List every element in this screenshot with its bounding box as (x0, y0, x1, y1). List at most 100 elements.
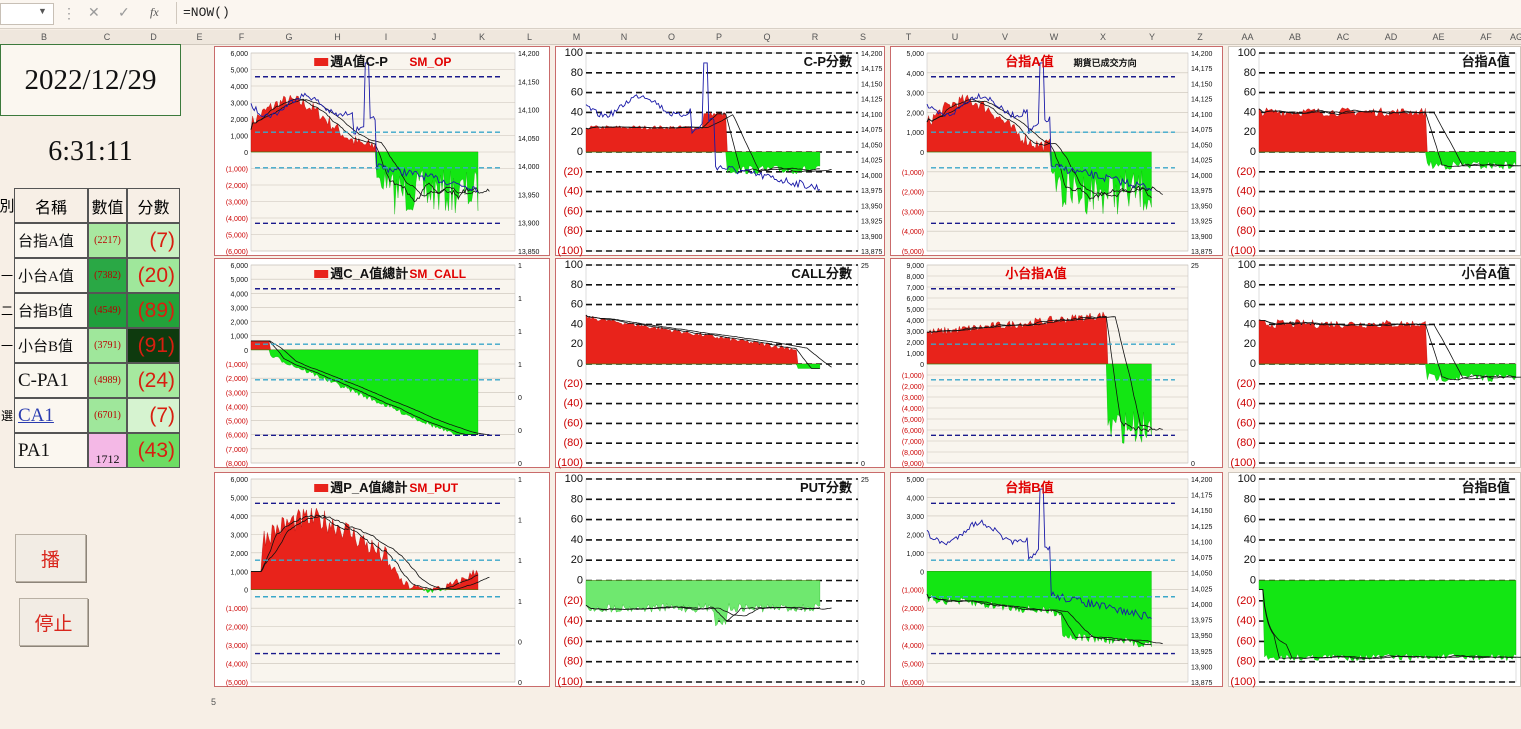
row-side-label[interactable] (0, 363, 14, 398)
close-icon[interactable]: ✕ (88, 4, 100, 20)
row-value[interactable]: (3791) (88, 328, 127, 363)
name-box-dropdown-icon[interactable]: ▼ (38, 6, 47, 16)
y-tick-label: (2,000) (226, 625, 248, 632)
row-name[interactable]: 台指B值 (14, 293, 88, 328)
row-side-label[interactable] (0, 223, 14, 258)
header-side[interactable]: 別 (0, 199, 15, 215)
column-header[interactable]: E (181, 30, 219, 45)
column-header[interactable]: U (930, 30, 981, 45)
row-name[interactable]: 台指A值 (14, 223, 88, 258)
row-score[interactable]: (7) (127, 223, 180, 258)
column-header[interactable]: F (218, 30, 266, 45)
chart-panel[interactable]: 6,000 5,000 4,000 3,000 2,000 1,000 0 (1,000) (2… (214, 46, 550, 256)
row-name[interactable]: CA1 (14, 398, 88, 433)
row-side-label[interactable] (0, 433, 14, 468)
column-header[interactable]: T (887, 30, 931, 45)
row-score[interactable]: (20) (127, 258, 180, 293)
chart-panel[interactable]: 100 80 60 40 20 0 (20) (40) (60) (80) (100) 小台A值 (1228, 258, 1521, 469)
column-header[interactable]: AD (1367, 30, 1416, 45)
row-side-label[interactable]: 一 (0, 339, 13, 353)
column-header[interactable]: R (791, 30, 840, 45)
y2-tick-label: 14,175 (1191, 66, 1213, 73)
stop-button[interactable]: 停止 (19, 598, 88, 646)
chart-panel[interactable]: 5,000 4,000 3,000 2,000 1,000 0 (1,000) (2,000)… (890, 472, 1223, 687)
header-value[interactable]: 數值 (88, 188, 127, 223)
row-side-label[interactable]: 選 (0, 409, 13, 423)
formula-input[interactable]: =NOW() (176, 2, 1521, 24)
column-header[interactable]: P (695, 30, 744, 45)
chart-panel[interactable]: 100 80 60 40 20 0 (20) (40) (60) (80) (100) 25 0 PUT分… (555, 472, 885, 688)
time-cell[interactable]: 6:31:11 (0, 118, 181, 186)
column-header[interactable]: G (265, 30, 314, 45)
header-score[interactable]: 分數 (127, 188, 180, 223)
column-header[interactable]: K (458, 30, 507, 45)
column-header[interactable]: W (1030, 30, 1079, 45)
chart-panel[interactable]: 100 80 60 40 20 0 (20) (40) (60) (80) (100) 14,200 1… (555, 46, 885, 257)
column-header[interactable]: H (313, 30, 363, 45)
row-score[interactable]: (24) (127, 363, 180, 398)
chart-panel[interactable]: 100 80 60 40 20 0 (20) (40) (60) (80) (100) 台指B值 (1228, 472, 1521, 688)
chart-panel[interactable]: 6,000 5,000 4,000 3,000 2,000 1,000 0 (1,000) (2… (214, 472, 550, 687)
column-header[interactable]: X (1078, 30, 1129, 45)
column-header[interactable]: Q (743, 30, 792, 45)
column-header[interactable]: N (600, 30, 649, 45)
column-header[interactable]: AA (1224, 30, 1272, 45)
column-header[interactable]: Z (1176, 30, 1225, 45)
column-header[interactable]: AF (1462, 30, 1511, 45)
y-tick-label: 100 (1238, 259, 1256, 271)
column-header[interactable]: C (88, 30, 127, 45)
row-value[interactable]: 1712 (88, 433, 127, 468)
header-name[interactable]: 名稱 (14, 188, 88, 223)
column-header[interactable]: AE (1415, 30, 1463, 45)
column-header[interactable]: D (126, 30, 182, 45)
date-cell[interactable]: 2022/12/29 (0, 44, 181, 116)
row-value[interactable]: (2217) (88, 223, 127, 258)
row-value[interactable]: (6701) (88, 398, 127, 433)
row-score[interactable]: (91) (127, 328, 180, 363)
column-header[interactable]: J (410, 30, 459, 45)
negative-area (250, 349, 479, 435)
column-header[interactable]: I (362, 30, 411, 45)
column-header[interactable]: AC (1319, 30, 1368, 45)
row-side-label[interactable]: 二 (0, 304, 13, 318)
name-box[interactable] (0, 3, 54, 25)
column-header[interactable]: M (553, 30, 601, 45)
row-name[interactable]: C-PA1 (14, 363, 88, 398)
check-icon[interactable]: ✓ (118, 4, 130, 20)
column-header[interactable]: S (839, 30, 888, 45)
row-value[interactable]: (4989) (88, 363, 127, 398)
chart-panel[interactable]: 5,000 4,000 3,000 2,000 1,000 0 (1,000) (2,000)… (890, 46, 1223, 256)
moving-average-line (926, 98, 1152, 200)
chart-panel[interactable]: 6,000 5,000 4,000 3,000 2,000 1,000 0 (1,000) (2… (214, 258, 550, 468)
row-score[interactable]: (43) (127, 433, 180, 468)
y-tick-label: 7,000 (906, 285, 924, 292)
column-header[interactable]: AB (1271, 30, 1320, 45)
row-side-label[interactable]: 一 (0, 269, 13, 283)
y-tick-label: 80 (1244, 67, 1256, 79)
y-tick-label: 0 (920, 150, 924, 157)
column-header[interactable]: V (980, 30, 1031, 45)
y-tick-label: (100) (557, 245, 583, 257)
play-button[interactable]: 播 (15, 534, 86, 582)
row-value[interactable]: (7382) (88, 258, 127, 293)
y-tick-label: 9,000 (906, 263, 924, 270)
row-score[interactable]: (7) (127, 398, 180, 433)
column-header[interactable]: L (506, 30, 554, 45)
row-score[interactable]: (89) (127, 293, 180, 328)
column-header[interactable]: O (648, 30, 696, 45)
column-header[interactable]: B (0, 30, 89, 45)
chart-title: 週P_A值總計 (330, 480, 407, 495)
column-header[interactable]: AG (1510, 30, 1521, 45)
row-value[interactable]: (4549) (88, 293, 127, 328)
row-name[interactable]: PA1 (14, 433, 88, 468)
more-icon[interactable]: ⋮ (62, 5, 76, 21)
y2-tick-label: 0 (518, 428, 522, 435)
fx-icon[interactable]: fx (150, 5, 159, 19)
chart-title: 台指B值 (1005, 480, 1053, 495)
row-name[interactable]: 小台B值 (14, 328, 88, 363)
chart-panel[interactable]: 100 80 60 40 20 0 (20) (40) (60) (80) (100) 台指A值 (1228, 46, 1521, 257)
row-name[interactable]: 小台A值 (14, 258, 88, 293)
chart-panel[interactable]: 100 80 60 40 20 0 (20) (40) (60) (80) (100) 25 0 CALL… (555, 258, 885, 469)
column-header[interactable]: Y (1128, 30, 1177, 45)
chart-panel[interactable]: 9,000 8,000 7,000 6,000 5,000 4,000 3,000 2,000… (890, 258, 1223, 468)
